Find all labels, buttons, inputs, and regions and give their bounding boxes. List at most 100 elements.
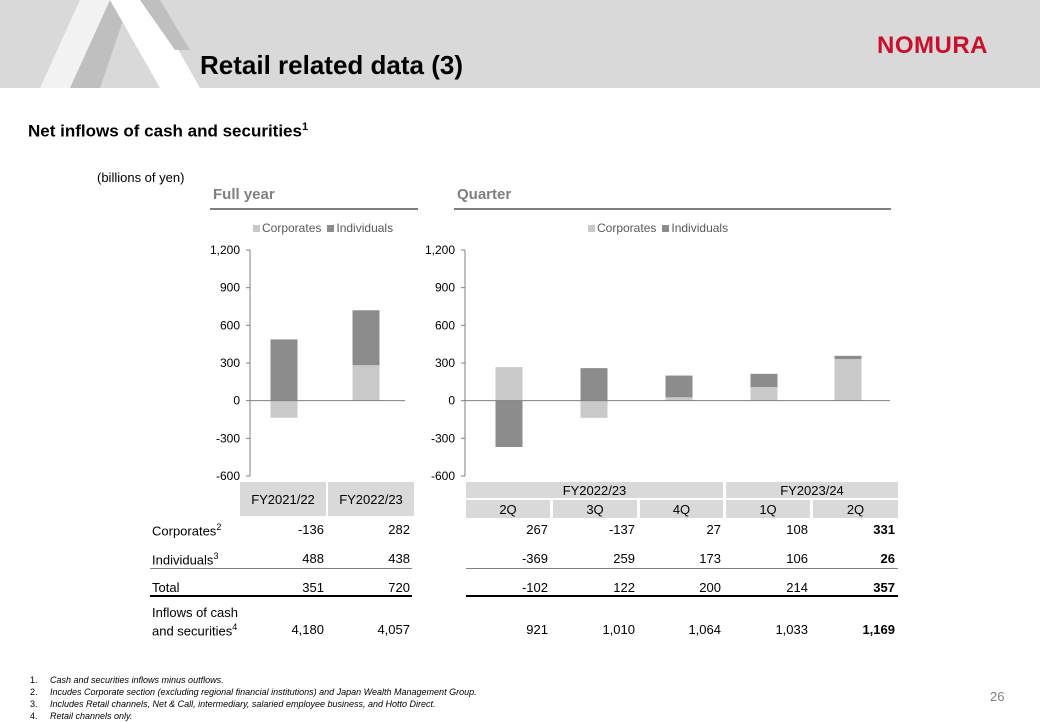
header-decoration — [40, 0, 200, 88]
y-tick-label-fy-2: 600 — [220, 318, 240, 332]
row-label-inflows: Inflows of cash — [152, 605, 238, 620]
bar-fy-0-individuals — [270, 339, 298, 401]
bar-q-3-individuals — [750, 373, 778, 388]
cell-fy-r2-c0: 351 — [302, 580, 324, 595]
row-label-corporates: Corporates2 — [152, 522, 222, 539]
legend-label-individuals-q: Individuals — [671, 221, 729, 235]
cell-q-r3-c4: 1,169 — [862, 622, 895, 637]
page-number: 26 — [990, 689, 1005, 704]
cell-q-r1-c3: 106 — [786, 551, 808, 566]
header-q-2q-2022: 2Q — [466, 500, 550, 518]
bar-fy-1-individuals — [352, 310, 380, 366]
footnote-2: 2. Incudes Corporate section (excluding r… — [30, 687, 477, 697]
cell-q-r2-c3: 214 — [786, 580, 808, 595]
bar-q-0-individuals — [495, 400, 523, 447]
cell-q-r2-c4: 357 — [873, 580, 895, 595]
y-tick-label-fy-4: 0 — [233, 394, 240, 408]
header-q-2q-2023: 2Q — [813, 500, 898, 518]
legend-label-corporates: Corporates — [262, 221, 322, 235]
y-tick-label-fy-3: 300 — [220, 356, 240, 370]
cell-q-r0-c1: -137 — [608, 522, 635, 537]
row-label-inflows-2: and securities4 — [152, 622, 238, 639]
y-tick-label-fy-1: 900 — [220, 281, 240, 295]
y-tick-label-fy-5: -300 — [216, 431, 240, 445]
legend-swatch-individuals-q — [662, 224, 670, 232]
cell-fy-r2-c1: 720 — [388, 580, 410, 595]
y-tick-label-q-4: 0 — [448, 394, 455, 408]
y-tick-label-q-2: 600 — [435, 318, 455, 332]
cell-q-r3-c2: 1,064 — [688, 622, 721, 637]
header-fy2021: FY2021/22 — [240, 482, 326, 516]
quarter-rule — [454, 208, 891, 210]
cell-q-r3-c0: 921 — [526, 622, 548, 637]
bar-fy-0-corporates — [270, 400, 298, 418]
bar-q-1-corporates — [580, 400, 608, 418]
cell-q-r0-c0: 267 — [526, 522, 548, 537]
cell-fy-r1-c1: 438 — [388, 551, 410, 566]
header-q-3q-2022: 3Q — [553, 500, 637, 518]
legend-full-year: Corporates Individuals — [253, 221, 399, 235]
quarter-label: Quarter — [457, 186, 512, 203]
cell-q-r1-c1: 259 — [613, 551, 635, 566]
bar-q-3-corporates — [750, 387, 778, 401]
cell-q-r3-c1: 1,010 — [602, 622, 635, 637]
bar-q-1-individuals — [580, 368, 608, 401]
cell-q-r1-c0: -369 — [521, 551, 548, 566]
bar-q-2-individuals — [665, 375, 693, 398]
section-title: Net inflows of cash and securities1 — [28, 121, 309, 141]
legend-label-individuals: Individuals — [336, 221, 394, 235]
rule-individuals-fy — [150, 568, 412, 569]
rule-total-q — [466, 595, 898, 597]
rule-total-fy — [150, 595, 412, 597]
cell-q-r1-c2: 173 — [699, 551, 721, 566]
legend-item-corporates: Corporates — [253, 221, 321, 235]
y-tick-label-fy-6: -600 — [216, 469, 240, 483]
cell-q-r0-c4: 331 — [873, 522, 895, 537]
cell-q-r1-c4: 26 — [880, 551, 895, 566]
header-group-fy2023: FY2023/24 — [726, 482, 898, 498]
legend-item-individuals: Individuals — [327, 221, 393, 235]
bar-q-4-individuals — [834, 355, 862, 360]
rule-individuals-q — [466, 568, 898, 569]
y-tick-label-q-0: 1,200 — [425, 243, 455, 257]
legend-swatch-corporates — [253, 224, 260, 232]
cell-fy-r0-c1: 282 — [388, 522, 410, 537]
header-q-4q-2022: 4Q — [640, 500, 723, 518]
legend-swatch-corporates-q — [588, 224, 595, 232]
cell-fy-r3-c1: 4,057 — [377, 622, 410, 637]
full-year-label: Full year — [213, 186, 275, 203]
y-tick-label-q-6: -600 — [431, 469, 455, 483]
cell-q-r2-c2: 200 — [699, 580, 721, 595]
y-tick-label-fy-0: 1,200 — [210, 243, 240, 257]
legend-item-individuals-q: Individuals — [662, 221, 728, 235]
legend-swatch-individuals — [327, 224, 335, 232]
cell-q-r2-c0: -102 — [521, 580, 548, 595]
legend-quarter: Corporates Individuals — [588, 221, 734, 235]
footnote-4: 4. Retail channels only. — [30, 711, 133, 721]
cell-q-r2-c1: 122 — [613, 580, 635, 595]
y-tick-label-q-5: -300 — [431, 431, 455, 445]
footnote-3: 3. Includes Retail channels, Net & Call, … — [30, 699, 436, 709]
bar-fy-1-corporates — [352, 365, 380, 401]
nomura-logo: NOMURA — [877, 32, 988, 59]
cell-q-r3-c3: 1,033 — [775, 622, 808, 637]
header-band — [0, 0, 1040, 88]
bar-q-2-corporates — [665, 397, 693, 401]
footnote-1: 1. Cash and securities inflows minus outf… — [30, 675, 224, 685]
full-year-rule — [210, 208, 418, 210]
legend-label-corporates-q: Corporates — [597, 221, 657, 235]
header-fy2022: FY2022/23 — [328, 482, 414, 516]
y-tick-label-q-3: 300 — [435, 356, 455, 370]
row-label-total: Total — [152, 580, 180, 595]
y-tick-label-q-1: 900 — [435, 281, 455, 295]
cell-fy-r0-c0: -136 — [297, 522, 324, 537]
header-group-fy2022: FY2022/23 — [466, 482, 723, 498]
footnotes: 1. Cash and securities inflows minus outf… — [30, 674, 477, 722]
bar-q-0-corporates — [495, 367, 523, 401]
legend-item-corporates-q: Corporates — [588, 221, 656, 235]
unit-label: (billions of yen) — [97, 170, 185, 185]
header-q-1q-2023: 1Q — [726, 500, 810, 518]
row-label-individuals: Individuals3 — [152, 551, 219, 568]
bar-q-4-corporates — [834, 359, 862, 401]
